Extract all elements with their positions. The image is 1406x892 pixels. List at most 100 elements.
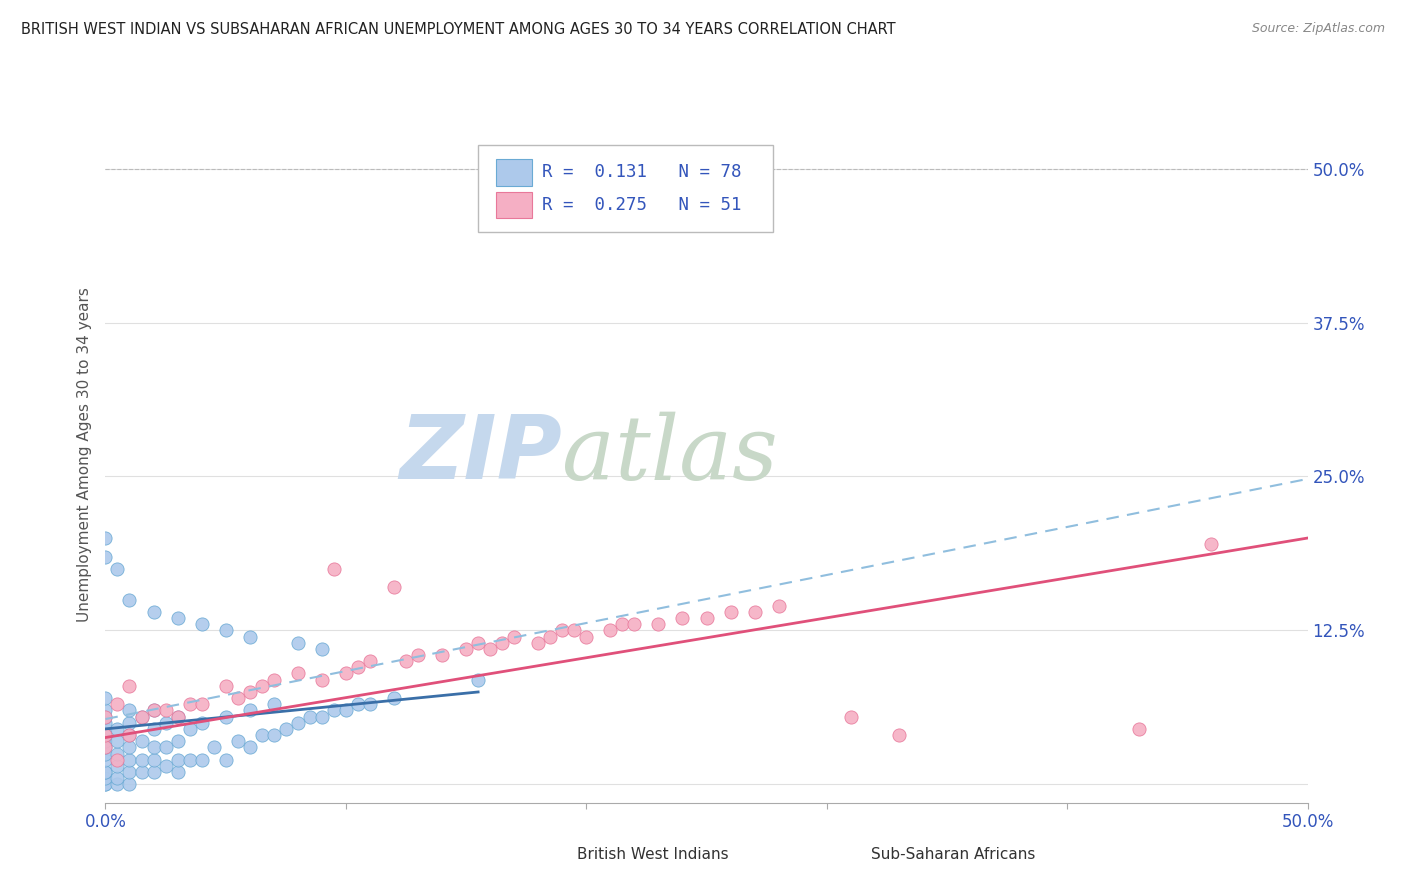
Point bbox=[131, 709, 153, 723]
Point bbox=[166, 709, 188, 723]
Point bbox=[322, 562, 344, 576]
Point bbox=[118, 764, 141, 779]
Text: BRITISH WEST INDIAN VS SUBSAHARAN AFRICAN UNEMPLOYMENT AMONG AGES 30 TO 34 YEARS: BRITISH WEST INDIAN VS SUBSAHARAN AFRICA… bbox=[21, 22, 896, 37]
Point bbox=[1201, 537, 1223, 551]
Point bbox=[94, 740, 117, 755]
Point bbox=[335, 703, 357, 717]
Point bbox=[239, 740, 262, 755]
Point bbox=[214, 709, 236, 723]
Point bbox=[94, 734, 117, 748]
Point bbox=[166, 764, 188, 779]
Point bbox=[382, 580, 405, 594]
Point bbox=[94, 777, 117, 791]
Point bbox=[179, 722, 201, 736]
Point bbox=[298, 709, 321, 723]
Point bbox=[287, 715, 309, 730]
Text: ZIP: ZIP bbox=[399, 411, 562, 499]
Point bbox=[263, 728, 285, 742]
Point bbox=[142, 740, 165, 755]
Y-axis label: Unemployment Among Ages 30 to 34 years: Unemployment Among Ages 30 to 34 years bbox=[76, 287, 91, 623]
Point bbox=[155, 740, 177, 755]
Point bbox=[94, 747, 117, 761]
Point bbox=[551, 624, 574, 638]
Point bbox=[118, 679, 141, 693]
Text: R =  0.131   N = 78: R = 0.131 N = 78 bbox=[541, 163, 741, 181]
Text: R =  0.275   N = 51: R = 0.275 N = 51 bbox=[541, 196, 741, 214]
Point bbox=[744, 605, 766, 619]
Point bbox=[118, 753, 141, 767]
Point bbox=[671, 611, 693, 625]
Text: atlas: atlas bbox=[562, 411, 778, 499]
Point bbox=[94, 771, 117, 785]
Point bbox=[263, 698, 285, 712]
Point bbox=[107, 759, 129, 773]
Point bbox=[214, 679, 236, 693]
Point bbox=[527, 636, 550, 650]
Point bbox=[142, 703, 165, 717]
Point bbox=[454, 641, 477, 656]
Point bbox=[131, 734, 153, 748]
Point bbox=[250, 728, 273, 742]
Point bbox=[562, 624, 585, 638]
Point bbox=[107, 747, 129, 761]
Point bbox=[287, 666, 309, 681]
Point bbox=[107, 734, 129, 748]
Point bbox=[406, 648, 429, 662]
Point bbox=[287, 636, 309, 650]
Point bbox=[118, 777, 141, 791]
Point bbox=[94, 764, 117, 779]
Point bbox=[190, 698, 212, 712]
Point bbox=[359, 698, 381, 712]
Point bbox=[166, 611, 188, 625]
Point bbox=[131, 753, 153, 767]
Point bbox=[647, 617, 669, 632]
Point bbox=[226, 691, 249, 706]
Point bbox=[599, 624, 621, 638]
Text: Sub-Saharan Africans: Sub-Saharan Africans bbox=[870, 847, 1035, 863]
Point bbox=[166, 709, 188, 723]
Point bbox=[347, 660, 370, 674]
Point bbox=[94, 722, 117, 736]
Point bbox=[118, 740, 141, 755]
Point bbox=[839, 709, 862, 723]
FancyBboxPatch shape bbox=[478, 145, 773, 232]
Point bbox=[166, 753, 188, 767]
Point bbox=[107, 753, 129, 767]
Point bbox=[94, 691, 117, 706]
Point bbox=[118, 728, 141, 742]
Point bbox=[239, 703, 262, 717]
Point bbox=[347, 698, 370, 712]
FancyBboxPatch shape bbox=[496, 192, 533, 219]
Point bbox=[479, 641, 502, 656]
Point bbox=[118, 592, 141, 607]
Point bbox=[214, 753, 236, 767]
Point bbox=[94, 709, 117, 723]
Point bbox=[94, 709, 117, 723]
FancyBboxPatch shape bbox=[496, 159, 533, 186]
Point bbox=[142, 605, 165, 619]
Point bbox=[94, 740, 117, 755]
Point bbox=[155, 759, 177, 773]
Point bbox=[131, 764, 153, 779]
Point bbox=[118, 703, 141, 717]
Point bbox=[311, 673, 333, 687]
Point bbox=[575, 630, 598, 644]
Point bbox=[107, 722, 129, 736]
Point bbox=[190, 617, 212, 632]
Point bbox=[720, 605, 742, 619]
Point bbox=[94, 753, 117, 767]
Point bbox=[214, 624, 236, 638]
Point bbox=[395, 654, 418, 668]
Point bbox=[335, 666, 357, 681]
Point bbox=[142, 764, 165, 779]
Point bbox=[190, 715, 212, 730]
Point bbox=[142, 753, 165, 767]
Point bbox=[166, 734, 188, 748]
Point bbox=[107, 562, 129, 576]
Point bbox=[359, 654, 381, 668]
Point bbox=[94, 703, 117, 717]
Point bbox=[118, 728, 141, 742]
Text: British West Indians: British West Indians bbox=[576, 847, 728, 863]
Point bbox=[239, 630, 262, 644]
Point bbox=[94, 728, 117, 742]
